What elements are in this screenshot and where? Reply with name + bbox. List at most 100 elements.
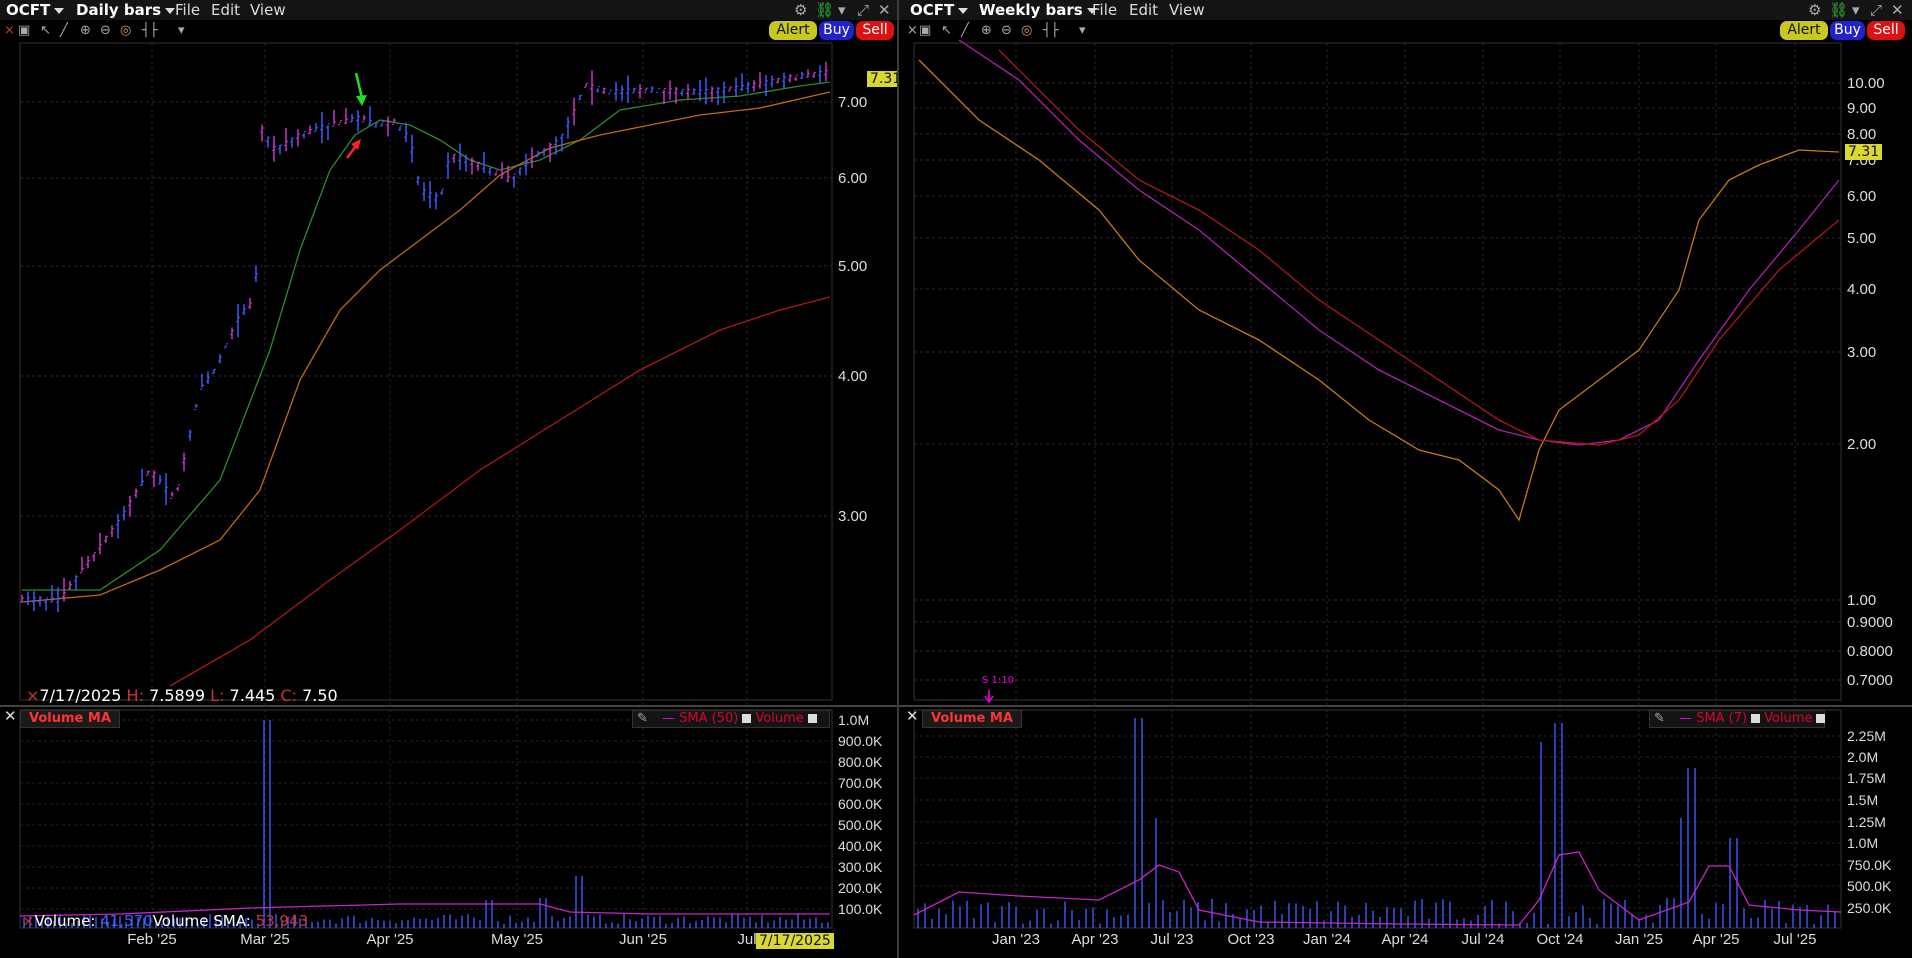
price-tick-label: 1.00 [1847,592,1876,609]
time-tick-label: Feb '25 [127,931,177,948]
split-marker-arrow [984,690,994,704]
alert-button[interactable]: Alert [769,21,817,40]
volume-checkbox[interactable] [807,714,817,723]
zoom-out-icon[interactable]: ⊖ [100,23,111,38]
price-tick-label: 0.9000 [1847,614,1893,631]
volume-tick-label: 750.0K [1847,857,1892,873]
sma-legend-line: — [662,711,676,726]
close-icon[interactable]: × [907,23,918,38]
bar-type-selector[interactable]: Daily bars [76,1,176,19]
pin-icon[interactable]: ✎ [637,711,648,726]
daily-price-chart[interactable]: 7.00 6.00 5.00 4.00 3.00 1.0M 900.0K 800.0K 700.… [0,0,897,958]
price-tick-label: 6.00 [838,170,867,187]
volume-tick-label: 100.0K [838,901,883,917]
bar-type-selector[interactable]: Weekly bars [979,1,1097,19]
price-tick-label: 7.00 [838,94,867,111]
volume-panel-frame [19,709,833,929]
crosshair-mark: × [22,912,35,930]
price-tick-label: 2.00 [1847,436,1876,453]
gear-icon[interactable]: ⚙ [794,1,808,19]
alert-button[interactable]: Alert [1780,21,1828,40]
readout-close-label: C: [280,686,298,705]
chevron-down-icon [165,7,176,14]
readout-close: 7.50 [302,686,338,705]
annotation-arrowhead-red [351,139,361,150]
gear-icon[interactable]: ⚙ [1808,1,1822,19]
price-panel-frame [19,42,833,701]
menu-file[interactable]: File [1092,1,1118,19]
close-icon[interactable]: × [4,23,15,38]
volume-checkbox[interactable] [1816,714,1826,723]
bar-type-label: Daily bars [76,1,162,19]
link-icon[interactable]: ⛓ [1829,1,1849,19]
bar-style-icon[interactable]: ┤├ [142,23,158,38]
time-tick-label: Apr '24 [1381,931,1428,948]
time-tick-label: Oct '24 [1536,931,1583,948]
readout-date: 7/17/2025 [39,686,122,705]
volume-legend-label: Volume [1764,711,1813,726]
weekly-price-chart[interactable]: 10.009.008.007.006.005.004.003.002.001.0… [899,0,1912,958]
close-icon[interactable]: ✕ [4,707,17,725]
link-icon[interactable]: ⛓ [815,1,835,19]
symbol-selector[interactable]: OCFT [6,1,65,19]
price-panel-frame [913,42,1842,701]
zoom-out-icon[interactable]: ⊖ [1001,23,1012,38]
menu-file[interactable]: File [175,1,201,19]
expand-icon[interactable]: ⤢ [857,1,870,19]
sell-button[interactable]: Sell [856,21,894,40]
cursor-icon[interactable]: ↖ [941,23,952,38]
menu-view[interactable]: View [1169,1,1205,19]
close-icon[interactable]: ✕ [878,1,891,19]
price-tick-label: 0.8000 [1847,643,1893,660]
chevron-down-icon[interactable]: ▾ [1852,1,1860,19]
readout-low-label: L: [210,686,225,705]
price-tick-label: 9.00 [1847,100,1876,117]
menu-edit[interactable]: Edit [1129,1,1159,19]
menu-edit[interactable]: Edit [211,1,241,19]
ohlc-readout: ×7/17/2025 H: 7.5899 L: 7.445 C: 7.50 [26,686,338,705]
ma-long-line [169,296,831,687]
ma-long-line [998,49,1840,446]
split-marker: S 1:10 [982,675,1014,686]
time-tick-label: Jan '25 [1615,931,1663,948]
sell-button[interactable]: Sell [1867,21,1905,40]
text-tool-icon[interactable]: ▣ [18,23,31,38]
price-tick-label: 4.00 [838,368,867,385]
close-icon[interactable]: ✕ [906,707,919,725]
chevron-down-icon[interactable]: ▾ [838,1,846,19]
pin-icon[interactable]: ✎ [1654,711,1665,726]
volume-panel-frame [913,709,1842,929]
crosshair-icon[interactable]: ◎ [1021,23,1033,38]
volume-readout: ×Volume: 41,570Volume SMA: 53,943 [22,912,308,930]
volume-tick-label: 1.5M [1847,792,1878,808]
volume-legend-label: Volume [755,711,804,726]
time-tick-label: Apr '25 [1692,931,1739,948]
expand-icon[interactable]: ⤢ [1870,1,1883,19]
chevron-down-icon[interactable]: ▾ [1079,23,1086,38]
zoom-in-icon[interactable]: ⊕ [80,23,91,38]
pane-divider[interactable] [897,0,899,958]
time-tick-label: Jul '24 [1462,931,1505,948]
draw-tool-icon[interactable]: ╱ [60,23,68,38]
volume-tick-label: 200.0K [838,880,883,896]
volume-tick-label: 500.0K [1847,878,1892,894]
crosshair-icon[interactable]: ◎ [120,23,132,38]
time-tick-label: Mar '25 [240,931,290,948]
cursor-icon[interactable]: ↖ [40,23,51,38]
sma-checkbox[interactable] [742,714,752,723]
close-icon[interactable]: ✕ [1891,1,1904,19]
text-tool-icon[interactable]: ▣ [919,23,932,38]
buy-button[interactable]: Buy [819,21,854,40]
readout-low: 7.445 [229,686,276,705]
draw-tool-icon[interactable]: ╱ [961,23,969,38]
volume-tick-label: 250.0K [1847,900,1892,916]
symbol-selector[interactable]: OCFT [910,1,969,19]
menu-view[interactable]: View [250,1,286,19]
sma-checkbox[interactable] [1751,714,1761,723]
price-tick-label: 10.00 [1847,75,1885,92]
weekly-chart-window: OCFT Weekly bars File Edit View ⚙ ⛓ ▾ ⤢ … [899,0,1912,958]
bar-style-icon[interactable]: ┤├ [1043,23,1059,38]
zoom-in-icon[interactable]: ⊕ [981,23,992,38]
chevron-down-icon[interactable]: ▾ [178,23,185,38]
buy-button[interactable]: Buy [1830,21,1865,40]
